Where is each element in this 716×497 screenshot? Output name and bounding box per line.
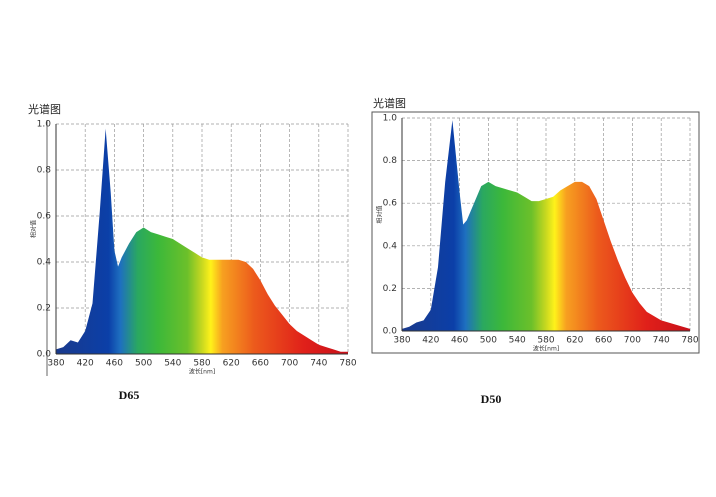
frame (371, 111, 700, 354)
x-tick-label: 580 (537, 336, 554, 346)
x-tick-label: 700 (281, 359, 298, 369)
x-tick-label: 460 (451, 336, 468, 346)
x-tick-label: 460 (106, 359, 123, 369)
y-tick-label: 1.0 (37, 120, 52, 130)
x-tick-label: 540 (164, 359, 181, 369)
x-tick-label: 420 (77, 359, 94, 369)
y-tick-label: 0.8 (383, 156, 398, 166)
y-tick-label: 0.0 (383, 327, 398, 337)
x-tick-label: 380 (393, 336, 410, 346)
x-tick-label: 540 (509, 336, 526, 346)
y-axis-label: 相对值 (30, 220, 38, 238)
caption: D50 (481, 392, 502, 406)
y-tick-label: 0.6 (37, 212, 52, 222)
x-tick-label: 740 (310, 359, 327, 369)
x-tick-label: 580 (193, 359, 210, 369)
x-tick-label: 660 (595, 336, 612, 346)
x-tick-label: 780 (681, 336, 698, 346)
spectrum-area (402, 120, 690, 331)
x-axis-label: 波长[nm] (533, 345, 559, 353)
y-tick-label: 1.0 (383, 114, 398, 124)
y-tick-label: 0.4 (37, 258, 52, 268)
x-tick-label: 420 (422, 336, 439, 346)
y-tick-label: 0.0 (37, 350, 52, 360)
y-tick-label: 0.2 (37, 304, 51, 314)
x-tick-label: 620 (223, 359, 240, 369)
y-tick-label: 0.2 (383, 284, 397, 294)
chart-title: 光谱图 (28, 102, 61, 116)
x-tick-label: 700 (624, 336, 641, 346)
x-tick-label: 500 (480, 336, 497, 346)
x-tick-label: 380 (47, 359, 64, 369)
caption: D65 (119, 388, 140, 402)
x-tick-label: 620 (566, 336, 583, 346)
x-axis-label: 波长[nm] (189, 368, 215, 376)
chart-title: 光谱图 (373, 96, 406, 110)
y-tick-label: 0.8 (37, 166, 52, 176)
spectrum-area (56, 128, 348, 354)
y-axis-label: 相对值 (376, 205, 384, 223)
x-tick-label: 500 (135, 359, 152, 369)
y-tick-label: 0.4 (383, 241, 398, 251)
y-tick-label: 0.6 (383, 199, 398, 209)
x-tick-label: 660 (252, 359, 269, 369)
x-tick-label: 740 (653, 336, 670, 346)
x-tick-label: 780 (339, 359, 356, 369)
